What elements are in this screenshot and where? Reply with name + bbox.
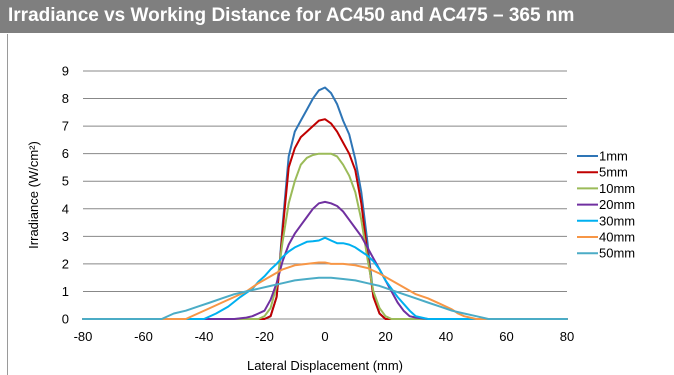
series-line-1mm: [82, 86, 568, 320]
x-tick-label: 80: [560, 329, 574, 344]
y-axis-label: Irradiance (W/cm²): [26, 141, 41, 249]
y-tick-label: 8: [62, 91, 69, 106]
title-bar: Irradiance vs Working Distance for AC450…: [0, 0, 674, 33]
y-tick-label: 3: [62, 229, 69, 244]
series-lines: [82, 86, 568, 320]
legend-label-5mm: 5mm: [599, 165, 628, 180]
y-tick-label: 6: [62, 146, 69, 161]
x-tick-label: -60: [134, 329, 153, 344]
legend-label-50mm: 50mm: [599, 246, 635, 261]
series-line-40mm: [82, 261, 568, 320]
x-tick-label: -20: [255, 329, 274, 344]
y-tick-label: 7: [62, 119, 69, 134]
legend-label-40mm: 40mm: [599, 230, 635, 245]
x-tick-label: -40: [195, 329, 214, 344]
gridlines: [83, 70, 567, 292]
x-tick-label: 20: [378, 329, 392, 344]
y-tick-label: 4: [62, 201, 69, 216]
x-tick-label: 0: [321, 329, 328, 344]
y-tick-label: 5: [62, 174, 69, 189]
series-line-5mm: [82, 118, 568, 320]
x-tick-label: 60: [499, 329, 513, 344]
y-tick-label: 0: [62, 312, 69, 327]
x-tick-label: 40: [439, 329, 453, 344]
x-tick-label: -80: [74, 329, 93, 344]
series-line-20mm: [82, 200, 568, 320]
y-tick-label: 9: [62, 64, 69, 79]
legend-label-10mm: 10mm: [599, 181, 635, 196]
legend-label-30mm: 30mm: [599, 213, 635, 228]
y-tick-label: 2: [62, 256, 69, 271]
series-line-50mm: [82, 276, 568, 320]
x-axis-label: Lateral Displacement (mm): [247, 358, 403, 373]
legend-label-1mm: 1mm: [599, 149, 628, 164]
chart-title: Irradiance vs Working Distance for AC450…: [8, 5, 575, 26]
legend-label-20mm: 20mm: [599, 197, 635, 212]
left-border-rule: [7, 34, 8, 375]
y-tick-label: 1: [62, 284, 69, 299]
